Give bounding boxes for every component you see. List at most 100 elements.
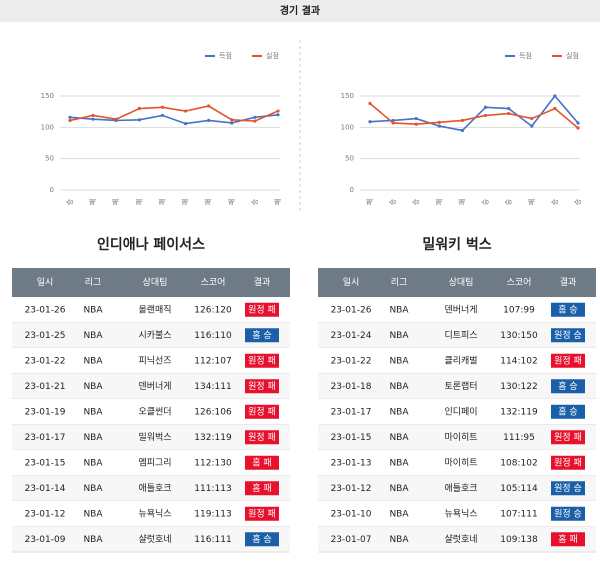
table-cell: 뉴욕닉스 [138, 508, 171, 519]
x-tick-label: 승 [551, 198, 559, 205]
point [507, 111, 511, 116]
point [253, 119, 257, 123]
result-text: 홈 승 [558, 380, 577, 392]
table-row [12, 424, 290, 450]
point [553, 106, 557, 111]
point [230, 121, 234, 125]
result-text: 홈 패 [252, 456, 271, 468]
table-cell: 23-01-22 [331, 356, 372, 366]
result-badge [551, 481, 585, 496]
result-text: 홈 패 [558, 533, 577, 545]
table-cell: 시카불스 [138, 330, 171, 341]
result-text: 원정 승 [554, 483, 582, 494]
result-text: 원정 패 [248, 381, 276, 392]
point [160, 113, 165, 118]
result-badge [245, 353, 279, 368]
table-cell: 애틀호크 [138, 483, 171, 494]
point [437, 124, 441, 128]
point [460, 118, 465, 123]
point [437, 120, 441, 124]
table-cell: 뉴욕닉스 [444, 508, 477, 519]
point [91, 117, 95, 121]
table-cell: NBA [389, 356, 409, 366]
table-cell: 112:130 [194, 458, 232, 468]
table-cell: 116:111 [194, 535, 231, 545]
point [368, 120, 372, 124]
y-tick-label: 150 [341, 92, 354, 100]
table-cell: NBA [83, 535, 103, 545]
point [183, 109, 188, 113]
point [276, 113, 280, 117]
column-header: 스코어 [201, 277, 226, 288]
point [391, 121, 395, 125]
table-cell: 130:122 [500, 382, 537, 392]
table-row [318, 399, 596, 425]
point [460, 128, 465, 133]
x-tick-label: 승 [574, 198, 582, 205]
result-text: 원정 승 [554, 330, 582, 341]
table-row [318, 501, 596, 527]
point [114, 117, 118, 121]
result-badge [245, 302, 279, 317]
x-tick-label: 승 [482, 198, 490, 205]
table-cell: NBA [389, 305, 409, 315]
table-cell: 23-01-19 [25, 407, 66, 417]
table-cell: 111:95 [503, 433, 535, 443]
point [530, 124, 534, 128]
result-text: 원정 패 [248, 355, 276, 366]
table-cell: 토론랩터 [444, 380, 477, 392]
table-row [318, 373, 596, 399]
result-text: 홈 승 [252, 533, 271, 545]
y-tick-label: 0 [50, 186, 54, 194]
point [576, 126, 580, 130]
table-row [318, 348, 596, 374]
x-tick-label: 승 [412, 198, 420, 205]
table-row [12, 450, 290, 476]
table-cell: 132:119 [194, 433, 232, 443]
result-text: 원정 패 [248, 406, 276, 417]
point [276, 109, 280, 113]
table-cell: 23-01-18 [331, 382, 372, 392]
table-cell: 23-01-21 [25, 382, 66, 392]
result-badge [245, 455, 279, 470]
result-text: 원정 패 [554, 432, 582, 443]
table-row [12, 399, 290, 425]
point [207, 104, 211, 108]
table-cell: 마이히트 [444, 432, 477, 443]
column-header: 일시 [343, 277, 360, 288]
table-cell: 인디페이 [444, 406, 477, 417]
table-cell: NBA [389, 331, 409, 341]
table-cell: NBA [389, 458, 409, 468]
point [91, 113, 95, 118]
legend-label: 득점 [219, 52, 232, 60]
x-tick-label: 패 [457, 199, 466, 205]
table-cell: NBA [83, 331, 103, 341]
table-cell: 114:102 [500, 356, 537, 366]
table-cell: 23-01-13 [331, 458, 372, 468]
table-cell: 덴버너게 [444, 304, 477, 315]
table-row [12, 526, 290, 552]
table-cell: NBA [389, 535, 409, 545]
table-cell: 105:114 [500, 484, 538, 494]
line-series [369, 94, 579, 132]
result-badge [245, 328, 279, 343]
column-header: 상대팀 [449, 276, 474, 288]
table-row [318, 322, 596, 348]
result-badge [551, 455, 585, 470]
table-cell: 밀워벅스 [138, 431, 171, 443]
table-cell: 클리캐벌 [444, 355, 477, 366]
table-title: 밀워키 벅스 [422, 236, 491, 253]
point [68, 118, 72, 123]
table-cell: 134:111 [194, 382, 231, 392]
result-badge [551, 506, 585, 521]
point [414, 122, 418, 126]
x-tick-label: 승 [66, 198, 74, 205]
table-cell: 23-01-12 [331, 484, 372, 494]
result-text: 홈 승 [252, 329, 271, 341]
x-tick-label: 패 [181, 199, 190, 205]
result-badge [551, 430, 585, 445]
table-row [12, 373, 290, 399]
table-cell: 23-01-17 [331, 407, 372, 417]
x-tick-label: 패 [227, 199, 236, 205]
table-cell: NBA [389, 407, 409, 417]
